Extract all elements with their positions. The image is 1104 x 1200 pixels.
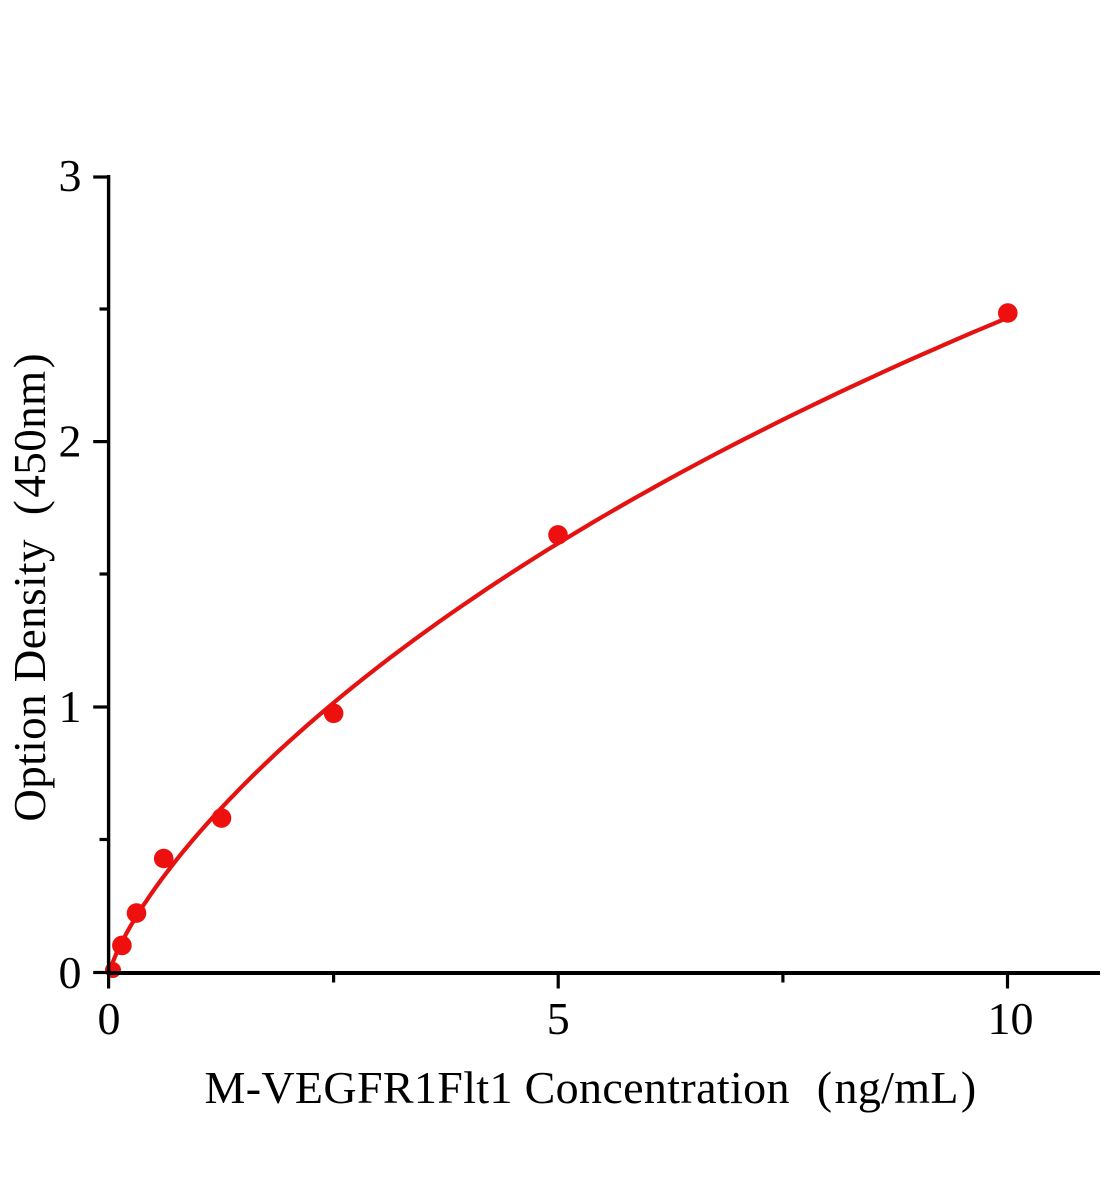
svg-text:Option Density(450nm): Option Density(450nm) [5,353,55,822]
svg-text:10: 10 [988,993,1034,1044]
svg-text:5: 5 [547,993,570,1044]
svg-text:M-VEGFR1Flt1 Concentration(ng/: M-VEGFR1Flt1 Concentration (ng/mL) [204,1062,976,1113]
svg-text:1: 1 [59,681,82,732]
svg-text:0: 0 [59,947,82,998]
svg-text:0: 0 [98,993,121,1044]
svg-text:2: 2 [59,416,82,467]
svg-text:3: 3 [59,150,82,201]
